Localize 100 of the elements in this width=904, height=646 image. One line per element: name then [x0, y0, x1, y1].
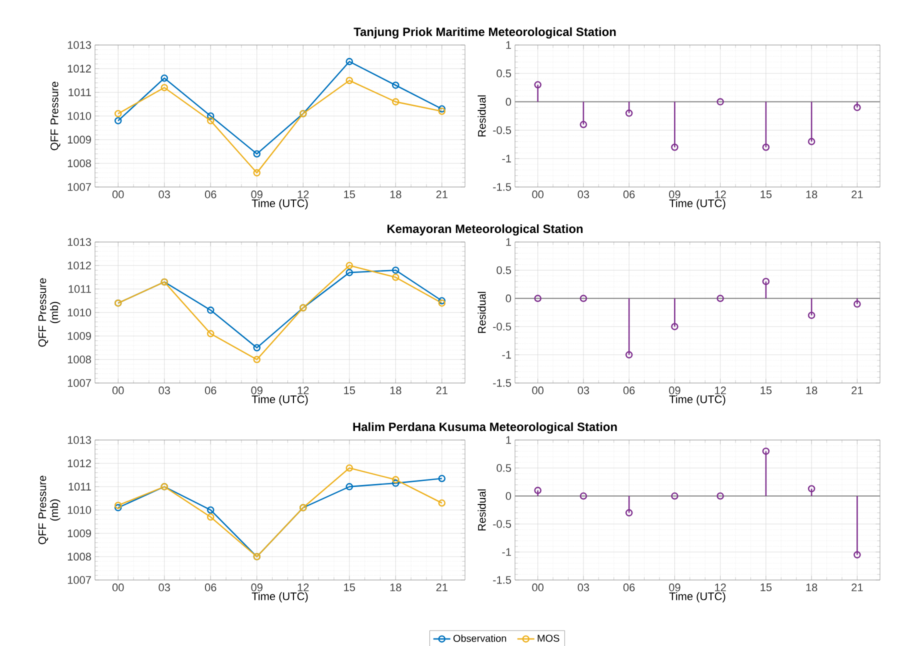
- x-tick-label: 21: [852, 386, 863, 394]
- legend-label: MOS: [538, 634, 560, 642]
- x-axis-title: Time (UTC): [669, 592, 726, 602]
- y-tick-label: -1: [502, 548, 511, 556]
- x-tick-label: 06: [623, 386, 635, 394]
- x-tick-label: 03: [578, 584, 590, 592]
- y-tick-label: 0.5: [496, 70, 512, 78]
- x-tick-label: 00: [112, 584, 124, 592]
- point: [625, 509, 633, 516]
- x-tick-label: 21: [852, 190, 863, 198]
- point: [762, 278, 770, 286]
- point: [253, 150, 261, 158]
- y-tick-label: 1: [506, 436, 511, 444]
- y-axis-title: Residual: [478, 489, 486, 530]
- x-tick-label: 21: [436, 386, 448, 394]
- x-tick-label: 00: [532, 386, 544, 394]
- x-tick-label: 09: [669, 190, 680, 198]
- x-tick-label: 15: [760, 584, 772, 592]
- y-axis-title: Residual: [478, 292, 486, 333]
- point: [534, 81, 542, 88]
- point: [808, 485, 816, 492]
- y-tick-label: 1009: [68, 136, 91, 144]
- y-tick-label: 1008: [68, 159, 91, 168]
- x-tick-label: 18: [806, 584, 818, 592]
- x-tick-label: 03: [158, 584, 170, 592]
- x-tick-label: 12: [298, 584, 309, 592]
- x-axis-title: Time (UTC): [669, 395, 726, 406]
- point: [206, 513, 214, 521]
- x-tick-label: 18: [806, 190, 818, 198]
- x-axis-title: Time (UTC): [252, 395, 308, 406]
- point: [346, 58, 354, 66]
- point: [392, 266, 400, 274]
- x-tick-label: 06: [204, 190, 216, 198]
- x-tick-label: 15: [344, 190, 355, 198]
- point: [346, 483, 354, 490]
- point: [671, 144, 678, 151]
- point: [346, 464, 354, 472]
- point: [346, 262, 354, 270]
- point: [762, 448, 770, 455]
- x-tick-label: 09: [669, 584, 680, 592]
- point: [808, 312, 816, 319]
- point: [625, 110, 633, 117]
- y-axis-title: Residual: [478, 95, 486, 136]
- x-tick-label: 18: [390, 386, 402, 394]
- x-tick-label: 00: [532, 190, 544, 198]
- x-tick-label: 00: [112, 190, 124, 198]
- x-tick-label: 03: [578, 190, 590, 198]
- point: [534, 486, 542, 494]
- point: [716, 294, 724, 302]
- x-tick-label: 00: [112, 386, 124, 394]
- y-tick-label: 1007: [68, 379, 91, 387]
- y-tick-label: 1009: [68, 529, 91, 538]
- x-tick-label: 12: [715, 584, 726, 592]
- y-tick-label: 0.5: [496, 464, 512, 472]
- point: [392, 476, 400, 484]
- point: [671, 492, 678, 500]
- y-tick-label: -1: [502, 351, 511, 359]
- y-tick-label: 1011: [68, 482, 91, 491]
- x-tick-label: 03: [158, 190, 170, 198]
- y-tick-label: -1.5: [493, 183, 512, 191]
- y-tick-label: 0: [506, 98, 512, 106]
- x-tick-label: 21: [852, 584, 863, 592]
- x-tick-label: 09: [251, 190, 262, 198]
- point: [808, 138, 816, 146]
- y-tick-label: 1011: [68, 88, 91, 96]
- y-tick-label: 1008: [68, 552, 91, 561]
- point: [392, 82, 400, 89]
- y-tick-label: 1010: [68, 308, 92, 316]
- x-axis-title: Time (UTC): [669, 199, 726, 210]
- x-tick-label: 21: [436, 190, 448, 198]
- y-tick-label: 0.5: [496, 266, 512, 274]
- x-tick-label: 15: [760, 386, 772, 394]
- x-tick-label: 06: [204, 584, 216, 592]
- x-tick-label: 12: [298, 386, 309, 394]
- x-tick-label: 09: [669, 386, 680, 394]
- y-tick-label: 1007: [68, 183, 91, 191]
- y-tick-label: 1007: [68, 576, 91, 584]
- point: [346, 268, 354, 276]
- point: [580, 120, 588, 128]
- y-tick-label: 1012: [68, 64, 91, 73]
- chart-title: Halim Perdana Kusuma Meteorological Station: [353, 422, 617, 434]
- point: [580, 294, 588, 302]
- point: [160, 74, 168, 82]
- y-tick-label: 1013: [68, 436, 91, 444]
- point: [716, 98, 724, 106]
- x-tick-label: 06: [623, 190, 635, 198]
- y-tick-label: 0: [506, 294, 512, 302]
- y-tick-label: 1013: [68, 41, 91, 49]
- y-tick-label: 1011: [68, 285, 91, 293]
- x-tick-label: 09: [251, 584, 262, 592]
- y-tick-label: 0: [506, 492, 512, 500]
- y-tick-label: 1013: [68, 238, 91, 246]
- y-tick-label: 1: [506, 238, 511, 246]
- y-tick-label: 1: [506, 41, 511, 49]
- point: [625, 351, 633, 358]
- x-tick-label: 15: [760, 190, 772, 198]
- y-axis-title: QFF Pressure (mb): [38, 476, 60, 544]
- point: [671, 322, 678, 330]
- x-tick-label: 06: [623, 584, 635, 592]
- x-tick-label: 18: [390, 190, 402, 198]
